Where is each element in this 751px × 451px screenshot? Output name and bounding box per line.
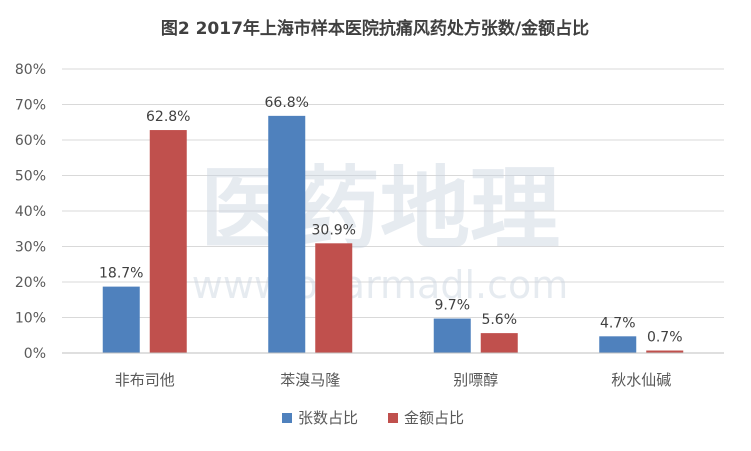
bar (433, 318, 471, 353)
bars: 18.7% 62.8% 66.8% 30.9% 9.7% 5.6% 4.7% 0.7% (99, 95, 684, 353)
y-tick-label: 70% (15, 98, 46, 114)
bar (599, 336, 637, 353)
x-tick-label: 别嘌醇 (453, 371, 498, 389)
data-label: 4.7% (600, 315, 636, 331)
data-label: 9.7% (434, 298, 470, 314)
chart-title: 图2 2017年上海市样本医院抗痛风药处方张数/金额占比 (161, 18, 589, 39)
data-label: 62.8% (146, 109, 190, 125)
bar (149, 130, 187, 353)
watermark-url: www.pharmadl.com (192, 263, 569, 307)
x-tick-label: 苯溴马隆 (280, 371, 340, 389)
watermark-brand: 医药地理 (200, 157, 560, 262)
y-tick-label: 80% (15, 62, 46, 78)
legend-label: 金额占比 (404, 409, 464, 427)
data-label: 18.7% (99, 266, 143, 282)
data-label: 0.7% (647, 330, 683, 346)
bar (480, 333, 518, 353)
y-tick-label: 40% (15, 204, 46, 220)
y-tick-label: 20% (15, 275, 46, 291)
x-tick-label: 秋水仙碱 (611, 371, 671, 389)
bar (102, 286, 140, 353)
bar (268, 115, 306, 353)
legend: 张数占比 金额占比 (282, 409, 464, 427)
legend-label: 张数占比 (298, 409, 358, 427)
x-axis: 非布司他 苯溴马隆 别嘌醇 秋水仙碱 (62, 352, 724, 389)
y-tick-label: 60% (15, 133, 46, 149)
data-label: 5.6% (481, 312, 517, 328)
y-axis: 0% 10% 20% 30% 40% 50% 60% 70% 80% (15, 62, 46, 362)
y-tick-label: 10% (15, 311, 46, 327)
y-tick-label: 0% (24, 346, 46, 362)
data-label: 30.9% (312, 222, 356, 238)
bar (646, 350, 684, 353)
watermark: 医药地理 www.pharmadl.com (192, 157, 569, 307)
x-tick-label: 非布司他 (115, 371, 175, 389)
legend-swatch (388, 413, 398, 423)
legend-swatch (282, 413, 292, 423)
y-tick-label: 30% (15, 240, 46, 256)
bar (315, 243, 353, 353)
y-tick-label: 50% (15, 169, 46, 185)
data-label: 66.8% (265, 95, 309, 111)
